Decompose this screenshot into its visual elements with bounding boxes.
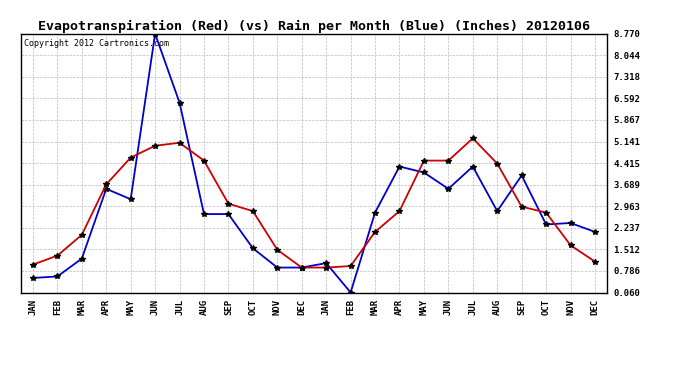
Title: Evapotranspiration (Red) (vs) Rain per Month (Blue) (Inches) 20120106: Evapotranspiration (Red) (vs) Rain per M… [38, 20, 590, 33]
Text: Copyright 2012 Cartronics.com: Copyright 2012 Cartronics.com [23, 39, 168, 48]
